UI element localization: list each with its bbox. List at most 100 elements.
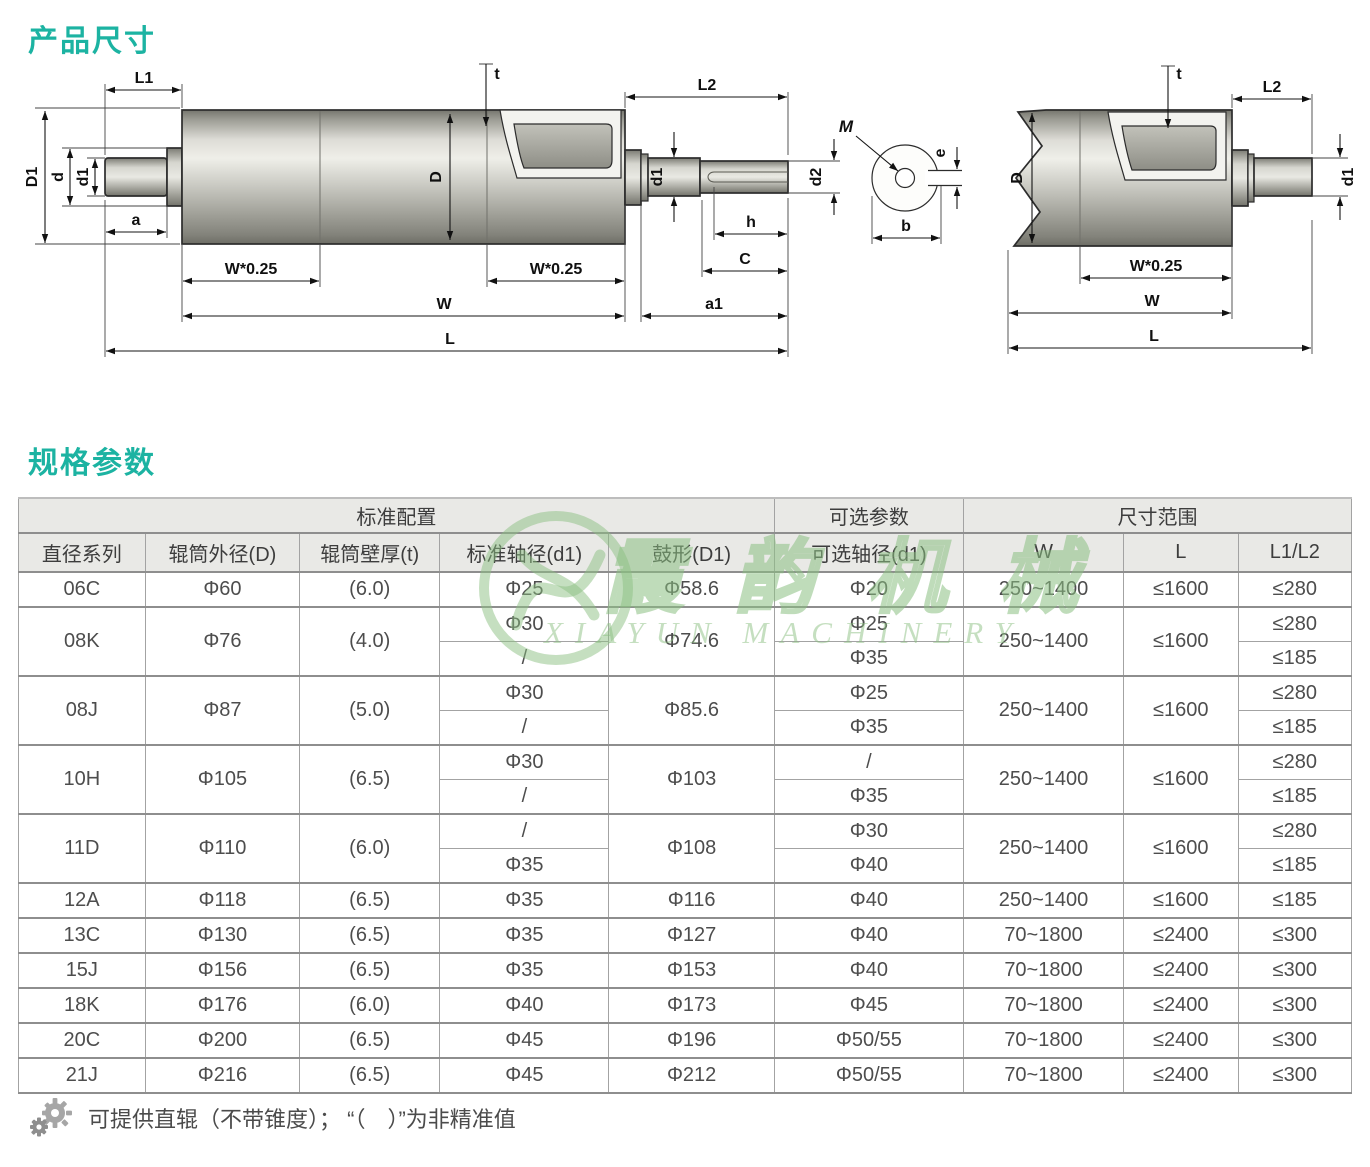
dim-label-C: C	[739, 251, 751, 268]
cell-standard-axle: Φ45	[439, 1022, 610, 1059]
cell-l-range: ≤2400	[1123, 917, 1239, 954]
dim-label-t: t	[494, 66, 500, 83]
technical-drawings: L1 D1 d d1 a t L2 D d1 d2 h C W*0.25 W*0…	[24, 63, 1357, 357]
cell-optional-axle: Φ40	[773, 952, 965, 989]
dim-label-D: D	[428, 171, 445, 183]
table-row: 10H Φ105 (6.5) Φ30 Φ103/250~1400 ≤1600 ≤280	[18, 744, 1353, 815]
col-header-l: L	[1123, 532, 1239, 573]
col-header-optional-axle: 可选轴径(d1)	[773, 532, 965, 573]
dim-label-D1: D1	[24, 167, 41, 188]
cell-drum-diameter: Φ196	[608, 1022, 775, 1059]
cell-optional-axle: Φ35	[773, 641, 965, 677]
dim-label-w025-right: W*0.25	[530, 261, 583, 278]
cell-wall-thickness: (6.5)	[299, 744, 441, 815]
table-row: 20C Φ200 (6.5) Φ45 Φ196 Φ50/55 70~1800 ≤2400 ≤30…	[18, 1022, 1353, 1059]
cell-optional-axle: Φ25	[773, 675, 965, 711]
dim-label-d1-right: d1	[649, 168, 666, 187]
cell-drum-diameter: Φ74.6	[608, 606, 775, 677]
cell-optional-axle: Φ50/55	[773, 1022, 965, 1059]
cell-l1l2-range: ≤300	[1237, 987, 1353, 1024]
table-row: 15J Φ156 (6.5) Φ35 Φ153 Φ40 70~1800 ≤2400 ≤300	[18, 952, 1353, 989]
cell-l1l2-range: ≤280	[1237, 744, 1353, 780]
cell-optional-axle: Φ35	[773, 779, 965, 815]
group-header-size-range: 尺寸范围	[963, 497, 1352, 534]
table-row: 06C Φ60 (6.0) Φ25 Φ58.6 Φ20 250~1400 ≤1600 ≤280	[18, 571, 1353, 608]
table-subrow: / Φ35 ≤185	[19, 779, 1353, 815]
cell-l-range: ≤1600	[1123, 744, 1239, 815]
cell-outer-diameter: Φ176	[144, 987, 301, 1024]
cell-wall-thickness: (6.5)	[299, 882, 441, 919]
table-subrow: / Φ35 ≤185	[19, 710, 1353, 746]
cell-drum-diameter: Φ85.6	[608, 675, 775, 746]
table-row: 18K Φ176 (6.0) Φ40 Φ173 Φ45 70~1800 ≤2400 ≤300	[18, 987, 1353, 1024]
dim-label-d1b: d1	[1340, 168, 1357, 187]
cell-series: 18K	[18, 987, 146, 1024]
cell-optional-axle: Φ50/55	[773, 1057, 965, 1094]
dim-label-d1-left: d1	[75, 168, 92, 187]
cell-series: 15J	[18, 952, 146, 989]
col-header-standard-axle: 标准轴径(d1)	[439, 532, 610, 573]
cell-l1l2-range: ≤280	[1237, 571, 1353, 608]
cell-l1l2-range: ≤280	[1237, 813, 1353, 849]
cell-wall-thickness: (6.0)	[299, 813, 441, 884]
dim-label-Wb: W	[1144, 293, 1160, 310]
shaft-cross-section-drawing: M e b	[839, 117, 962, 244]
cell-standard-axle: /	[439, 813, 610, 849]
cell-wall-thickness: (5.0)	[299, 675, 441, 746]
spec-table-body: 06C Φ60 (6.0) Φ25 Φ58.6 Φ20 250~1400 ≤1600 ≤280 0…	[18, 571, 1353, 1094]
table-group-header-row: 标准配置 可选参数 尺寸范围	[18, 497, 1352, 534]
col-header-series: 直径系列	[18, 532, 146, 573]
cell-optional-axle: Φ25	[773, 606, 965, 642]
cell-standard-axle: Φ40	[439, 987, 610, 1024]
dim-label-M: M	[839, 117, 854, 136]
dim-label-L1: L1	[135, 70, 154, 87]
cell-standard-axle: Φ45	[439, 1057, 610, 1094]
cell-w-range: 250~1400	[963, 571, 1124, 608]
cell-wall-thickness: (6.0)	[299, 571, 441, 608]
cell-outer-diameter: Φ200	[144, 1022, 301, 1059]
cell-wall-thickness: (6.5)	[299, 1022, 441, 1059]
dim-label-e: e	[932, 148, 949, 157]
cell-outer-diameter: Φ156	[144, 952, 301, 989]
cell-standard-axle: Φ35	[439, 917, 610, 954]
dim-label-W: W	[436, 296, 452, 313]
cell-standard-axle: Φ35	[439, 848, 610, 884]
cell-w-range: 70~1800	[963, 1022, 1124, 1059]
dim-label-h: h	[746, 214, 756, 231]
cell-optional-axle: Φ45	[773, 987, 965, 1024]
table-row: 21J Φ216 (6.5) Φ45 Φ212 Φ50/55 70~1800 ≤2400 ≤30…	[18, 1057, 1353, 1094]
dim-label-w025b: W*0.25	[1130, 258, 1183, 275]
cell-l-range: ≤1600	[1123, 675, 1239, 746]
cell-drum-diameter: Φ212	[608, 1057, 775, 1094]
cell-outer-diameter: Φ110	[144, 813, 301, 884]
gears-icon	[30, 1098, 72, 1137]
col-header-l1l2: L1/L2	[1237, 532, 1353, 573]
cell-outer-diameter: Φ87	[144, 675, 301, 746]
cell-wall-thickness: (6.5)	[299, 952, 441, 989]
section-title-specifications: 规格参数	[28, 447, 156, 480]
cell-outer-diameter: Φ60	[144, 571, 301, 608]
cell-l-range: ≤2400	[1123, 1057, 1239, 1094]
cell-drum-diameter: Φ153	[608, 952, 775, 989]
cell-outer-diameter: Φ216	[144, 1057, 301, 1094]
col-header-w: W	[963, 532, 1124, 573]
cell-series: 06C	[18, 571, 146, 608]
cell-series: 13C	[18, 917, 146, 954]
cell-l-range: ≤1600	[1123, 882, 1239, 919]
cell-standard-axle: Φ30	[439, 675, 610, 711]
section-title-product-dimensions: 产品尺寸	[28, 25, 156, 58]
col-header-drum: 鼓形(D1)	[608, 532, 775, 573]
cell-outer-diameter: Φ130	[144, 917, 301, 954]
dim-label-a: a	[132, 212, 141, 229]
cell-l-range: ≤2400	[1123, 1022, 1239, 1059]
dim-label-L2: L2	[698, 77, 717, 94]
footnote: 可提供直辊（不带锥度）； “（ ）”为非精准值	[28, 1096, 516, 1140]
cell-standard-axle: /	[439, 779, 610, 815]
cell-l1l2-range: ≤185	[1237, 641, 1353, 677]
cell-w-range: 250~1400	[963, 813, 1124, 884]
cell-optional-axle: Φ40	[773, 917, 965, 954]
cell-optional-axle: /	[773, 744, 965, 780]
table-row: 12A Φ118 (6.5) Φ35 Φ116 Φ40 250~1400 ≤1600 ≤185	[18, 882, 1353, 919]
cell-outer-diameter: Φ118	[144, 882, 301, 919]
cell-l1l2-range: ≤185	[1237, 710, 1353, 746]
